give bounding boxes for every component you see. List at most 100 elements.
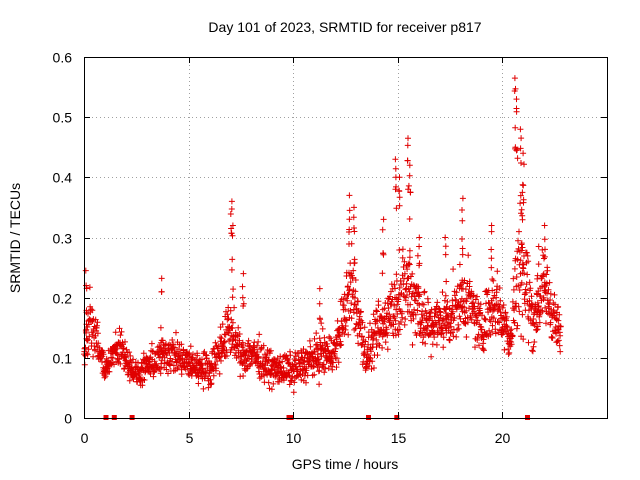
- data-point: [510, 286, 517, 293]
- data-point: [543, 280, 550, 287]
- data-point: [511, 75, 518, 82]
- data-point: [416, 243, 423, 250]
- data-points: [81, 75, 564, 420]
- data-point: [511, 319, 518, 326]
- data-point: [291, 379, 298, 386]
- data-point: [529, 347, 536, 354]
- data-point: [547, 290, 554, 297]
- data-point: [514, 155, 521, 162]
- data-point: [265, 367, 272, 373]
- data-point: [406, 288, 413, 295]
- data-point: [539, 308, 546, 315]
- data-point: [84, 336, 91, 343]
- data-point: [384, 332, 391, 339]
- data-point: [442, 292, 449, 299]
- data-point: [510, 275, 517, 282]
- data-point: [379, 344, 386, 351]
- data-point: [349, 291, 356, 298]
- data-point: [399, 314, 406, 321]
- data-point: [319, 325, 326, 332]
- data-point: [509, 298, 516, 305]
- data-point: [523, 249, 530, 256]
- data-point: [391, 315, 398, 321]
- data-point: [503, 313, 510, 320]
- data-point: [255, 353, 262, 360]
- data-point: [524, 271, 531, 278]
- data-point: [517, 257, 524, 264]
- data-point: [456, 313, 463, 320]
- data-point: [406, 308, 413, 315]
- data-point: [84, 337, 91, 344]
- data-point: [198, 362, 205, 368]
- data-point: [466, 305, 472, 312]
- data-point: [320, 361, 327, 368]
- data-point: [95, 340, 102, 347]
- data-point: [315, 356, 322, 363]
- data-point: [416, 330, 423, 337]
- data-point: [446, 337, 453, 344]
- data-point: [236, 331, 243, 337]
- data-point: [254, 342, 261, 349]
- data-point: [459, 195, 466, 202]
- data-point: [373, 307, 380, 314]
- data-point: [519, 181, 526, 188]
- data-point: [344, 297, 351, 304]
- data-point: [117, 332, 124, 339]
- data-point: [519, 244, 526, 251]
- data-point: [392, 186, 399, 193]
- data-point: [471, 303, 478, 310]
- data-point: [536, 319, 543, 326]
- data-point: [557, 348, 564, 355]
- data-point: [392, 156, 399, 163]
- data-point: [404, 292, 410, 298]
- data-point: [329, 366, 336, 373]
- data-point: [156, 354, 163, 361]
- data-point: [516, 308, 523, 315]
- data-point: [511, 88, 518, 94]
- data-point: [516, 228, 522, 235]
- data-point: [514, 322, 521, 329]
- data-point: [440, 344, 447, 351]
- data-point: [106, 368, 113, 375]
- data-point: [461, 304, 468, 311]
- data-point: [449, 308, 456, 315]
- data-point: [427, 331, 434, 338]
- data-point: [139, 382, 146, 389]
- y-tick-label: 0.6: [53, 50, 73, 66]
- data-point: [456, 261, 463, 268]
- data-point: [476, 305, 483, 312]
- data-point: [480, 347, 487, 354]
- data-point: [365, 334, 372, 341]
- data-point: [100, 351, 107, 358]
- data-point: [277, 364, 284, 371]
- data-point: [489, 329, 496, 335]
- data-point: [117, 360, 124, 367]
- data-point: [439, 289, 446, 296]
- data-point: [418, 319, 425, 326]
- zero-data-point: [366, 415, 371, 420]
- data-point: [506, 349, 513, 356]
- data-point: [333, 336, 340, 343]
- data-point: [437, 309, 444, 316]
- data-point: [444, 298, 451, 305]
- x-tick-labels: 0 5 10 15 20: [81, 430, 511, 446]
- data-point: [90, 353, 97, 360]
- data-point: [206, 360, 213, 366]
- data-point: [218, 335, 225, 342]
- x-axis-title: GPS time / hours: [292, 456, 399, 472]
- data-point: [534, 323, 541, 330]
- data-point: [227, 307, 234, 314]
- data-point: [231, 304, 238, 311]
- data-point: [419, 300, 426, 307]
- data-point: [94, 330, 101, 337]
- data-point: [405, 135, 411, 142]
- data-point: [425, 299, 432, 306]
- data-point: [208, 360, 215, 367]
- data-point: [373, 336, 380, 343]
- data-point: [479, 312, 485, 319]
- data-point: [123, 354, 130, 361]
- data-point: [256, 375, 263, 382]
- data-point: [534, 299, 541, 306]
- data-point: [270, 380, 277, 387]
